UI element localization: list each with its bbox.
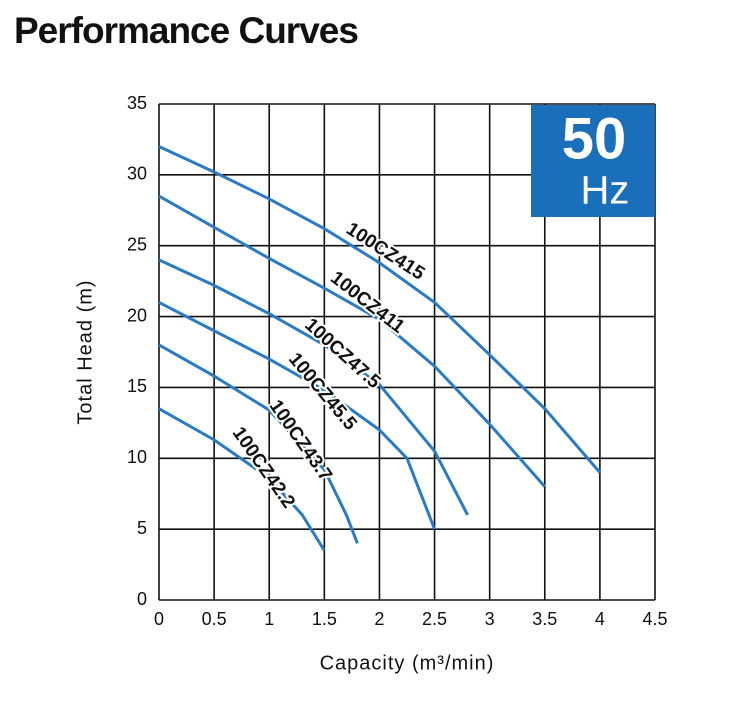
x-tick-label: 2.5: [422, 609, 447, 629]
curve-label: 100CZ415: [342, 219, 428, 285]
curve: [158, 407, 326, 552]
x-tick-label: 4.5: [642, 609, 667, 629]
curve: [158, 343, 359, 544]
x-tick-label: 2: [374, 609, 384, 629]
y-tick-label: 5: [137, 518, 147, 538]
frequency-badge: [531, 105, 655, 217]
x-tick-label: 3.5: [532, 609, 557, 629]
curve-label: 100CZ411: [326, 267, 408, 338]
curve: [158, 301, 436, 530]
x-axis-label: Capacity (m³/min): [320, 652, 495, 674]
y-tick-label: 35: [127, 93, 147, 113]
x-tick-label: 0.5: [202, 609, 227, 629]
y-tick-label: 0: [137, 589, 147, 609]
y-axis-label: Total Head (m): [74, 279, 96, 424]
badge-unit: Hz: [581, 169, 630, 213]
x-tick-label: 0: [154, 609, 164, 629]
curve: [158, 258, 469, 516]
chart-title: Performance Curves: [14, 10, 358, 51]
y-tick-label: 10: [127, 447, 147, 467]
y-tick-label: 15: [127, 376, 147, 396]
curve: [158, 194, 546, 488]
x-tick-label: 1: [264, 609, 274, 629]
x-tick-label: 1.5: [312, 609, 337, 629]
x-tick-label: 3: [485, 609, 495, 629]
badge-number: 50: [562, 106, 627, 171]
curve: [158, 145, 602, 474]
y-tick-label: 30: [127, 164, 147, 184]
y-tick-label: 20: [127, 305, 147, 325]
x-tick-label: 4: [595, 609, 605, 629]
y-tick-label: 25: [127, 234, 147, 254]
